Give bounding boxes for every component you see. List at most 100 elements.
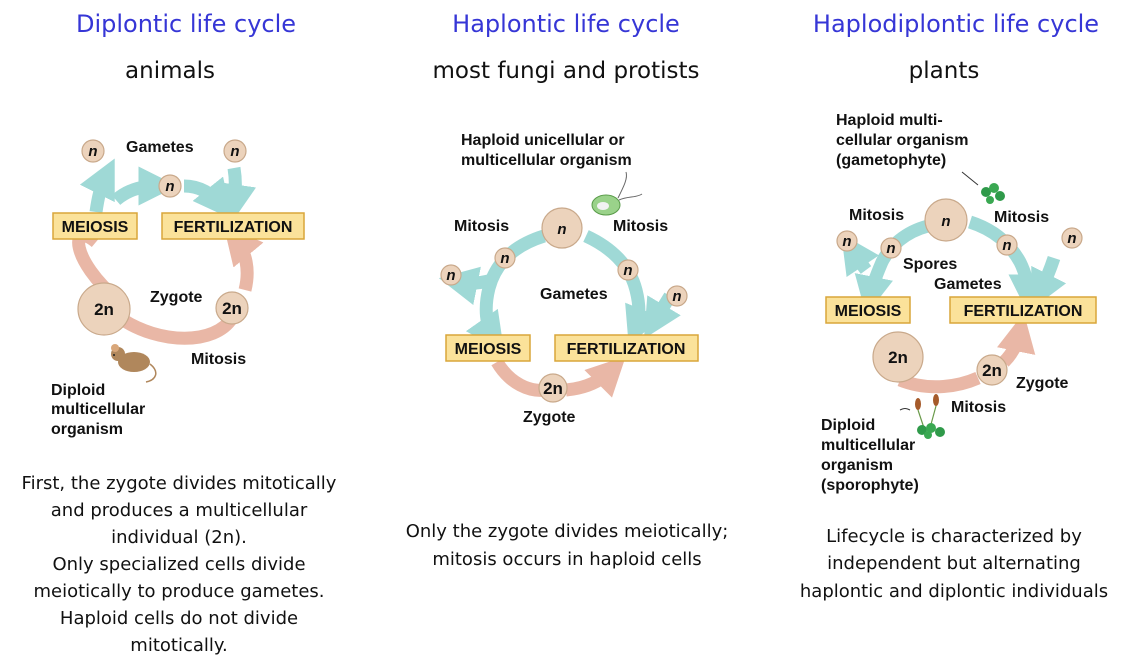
- spore-cell: [836, 230, 858, 252]
- zygote-cell: [976, 354, 1008, 386]
- sporophyte-label-line: Diploid: [821, 417, 875, 434]
- panel-title: Diplontic life cycle: [76, 10, 296, 38]
- haploid-cell-label: n: [941, 213, 950, 230]
- panel-haplontic: Haplontic life cycle most fungi and prot…: [406, 10, 729, 570]
- sporophyte-label-line: (sporophyte): [821, 477, 919, 494]
- fertilization-label: FERTILIZATION: [567, 341, 686, 358]
- zygote-label: Zygote: [1016, 375, 1069, 392]
- description-line: mitosis occurs in haploid cells: [432, 549, 701, 570]
- haploid-cell: [666, 285, 688, 307]
- haploid-arrow: [841, 233, 880, 278]
- fertilization-box: [161, 212, 305, 240]
- gametophyte-moss-icon: [961, 171, 1005, 204]
- haploid-arrow: [111, 166, 178, 206]
- gametophyte-label-line: cellular organism: [836, 132, 969, 149]
- gametes-label: Gametes: [126, 139, 194, 156]
- haploid-cell-label: n: [500, 250, 509, 267]
- zygote-cell-label: 2n: [222, 299, 242, 318]
- haploid-cell-label: n: [165, 178, 174, 195]
- zygote-label: Zygote: [150, 289, 203, 306]
- haploid-cell-label: n: [88, 143, 97, 160]
- haploid-cell-label: n: [446, 267, 455, 284]
- diploid-arrow: [997, 312, 1036, 367]
- haploid-arrow: [217, 166, 257, 224]
- gametophyte-label-line: (gametophyte): [836, 152, 946, 169]
- haploid-cell-label: n: [886, 240, 895, 257]
- mitosis-label: Mitosis: [849, 207, 904, 224]
- haploid-arrow: [465, 229, 547, 352]
- description-line: First, the zygote divides mitotically: [22, 473, 337, 494]
- diploid-arrow: [116, 312, 238, 345]
- haploid-cell-label: n: [1002, 237, 1011, 254]
- panel-subtitle: most fungi and protists: [433, 58, 700, 84]
- zygote-label: Zygote: [523, 409, 576, 426]
- haploid-cell: [440, 264, 462, 286]
- haploid-cell-label: n: [842, 233, 851, 250]
- fertilization-label: FERTILIZATION: [174, 219, 293, 236]
- sporophyte-label-line: organism: [821, 457, 893, 474]
- haploid-cell-label: n: [623, 262, 632, 279]
- mitosis-label: Mitosis: [994, 209, 1049, 226]
- panel-title: Haplodiplontic life cycle: [813, 10, 1099, 38]
- haploid-arrow: [438, 266, 494, 305]
- meiosis-label: MEIOSIS: [835, 303, 902, 320]
- meiosis-label: MEIOSIS: [455, 341, 522, 358]
- diploid-arrow: [491, 358, 546, 397]
- description-line: mitotically.: [130, 635, 227, 656]
- description-line: Lifecycle is characterized by: [826, 526, 1082, 547]
- gametophyte-cell: [924, 198, 968, 242]
- diploid-arrow: [223, 225, 264, 292]
- description-line: independent but alternating: [827, 553, 1081, 574]
- diploid-cell-label: 2n: [94, 300, 114, 319]
- gametophyte-label-line: Haploid multi-: [836, 112, 943, 129]
- mitosis-label: Mitosis: [191, 351, 246, 368]
- haploid-cell: [494, 247, 516, 269]
- haploid-cell-label: n: [672, 288, 681, 305]
- fertilization-box: [554, 334, 699, 362]
- haploid-organism-cell: [541, 207, 583, 249]
- diploid-cell-label: 2n: [888, 348, 908, 367]
- haploid-arrow: [79, 158, 115, 213]
- diploid-arrow: [565, 356, 626, 398]
- description-line: Only the zygote divides meiotically;: [406, 521, 729, 542]
- description-line: individual (2n).: [111, 527, 247, 548]
- meiosis-label: MEIOSIS: [62, 219, 129, 236]
- sporophyte-plant-icon: [899, 394, 945, 439]
- panel-subtitle: plants: [909, 58, 980, 84]
- haploid-arrow: [583, 230, 662, 347]
- gametes-label: Gametes: [540, 286, 608, 303]
- haploid-arrow: [1031, 255, 1067, 310]
- haploid-arrow: [854, 219, 930, 316]
- organism-label-line: multicellular organism: [461, 152, 632, 169]
- organism-label-line: multicellular: [51, 401, 145, 418]
- haploid-cell-label: n: [1067, 230, 1076, 247]
- haploid-cell: [81, 139, 105, 163]
- sporophyte-cell: [872, 331, 924, 383]
- mouse-icon: [111, 344, 157, 383]
- organism-label-line: Haploid unicellular or: [461, 132, 625, 149]
- description-line: meiotically to produce gametes.: [33, 581, 324, 602]
- organism-label-line: Diploid: [51, 382, 105, 399]
- haploid-cell: [158, 174, 182, 198]
- description-line: Haploid cells do not divide: [60, 608, 298, 629]
- panel-title: Haplontic life cycle: [452, 10, 680, 38]
- description-line: Only specialized cells divide: [52, 554, 305, 575]
- protist-icon: [591, 171, 643, 216]
- gametes-label: Gametes: [934, 276, 1002, 293]
- panel-subtitle: animals: [125, 58, 215, 84]
- haploid-cell: [223, 139, 247, 163]
- organism-label-line: organism: [51, 421, 123, 438]
- mitosis-label: Mitosis: [951, 399, 1006, 416]
- haploid-arrow: [183, 176, 233, 220]
- diploid-cell: [77, 282, 131, 336]
- haploid-cell-label: n: [557, 221, 566, 238]
- haploid-arrow: [967, 215, 1048, 314]
- description-line: haplontic and diplontic individuals: [800, 581, 1108, 602]
- meiosis-box: [52, 212, 138, 240]
- zygote-cell: [538, 373, 568, 403]
- fertilization-box: [949, 296, 1097, 324]
- panel-diplontic: Diplontic life cycle animals n n n 2n 2n…: [22, 10, 337, 656]
- mitosis-label: Mitosis: [454, 218, 509, 235]
- sporophyte-label-line: multicellular: [821, 437, 915, 454]
